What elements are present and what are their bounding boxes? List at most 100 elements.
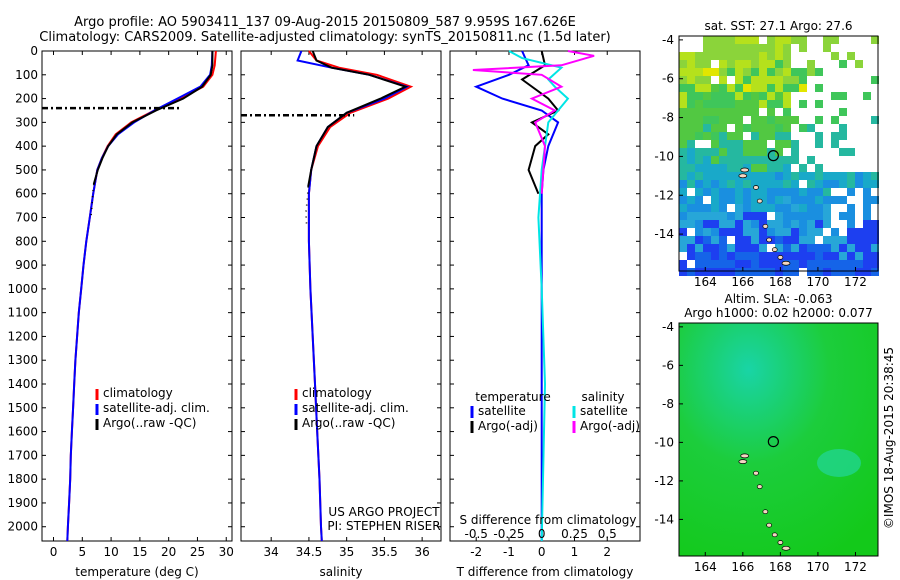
sst-cell <box>839 108 847 116</box>
sst-cell <box>783 252 791 260</box>
sst-cell <box>695 188 703 196</box>
sst-cell <box>719 140 727 148</box>
sst-cell <box>719 116 727 124</box>
x-tick-label: 34 <box>264 545 279 559</box>
sst-cell <box>767 164 775 172</box>
sst-cell <box>783 60 791 68</box>
sst-cell <box>735 156 743 164</box>
sst-cell <box>751 44 759 52</box>
sst-cell <box>767 132 775 140</box>
sst-cell <box>831 36 839 44</box>
sst-cell <box>743 108 751 116</box>
sst-cell <box>735 68 743 76</box>
sst-cell <box>775 52 783 60</box>
sst-cell <box>703 60 711 68</box>
sst-cell <box>767 188 775 196</box>
map-title: sat. SST: 27.1 Argo: 27.6 <box>704 19 852 33</box>
x-axis-label: salinity <box>319 565 362 579</box>
sst-cell <box>679 220 687 228</box>
sst-cell <box>863 92 871 100</box>
sst-cell <box>855 172 863 180</box>
argo-position-marker <box>767 150 779 162</box>
x-tick-label: -1 <box>503 545 515 559</box>
sst-cell <box>711 92 719 100</box>
sst-cell <box>759 92 767 100</box>
sst-cell <box>695 172 703 180</box>
sst-cell <box>807 172 815 180</box>
sst-cell <box>679 84 687 92</box>
sst-cell <box>695 164 703 172</box>
sst-cell <box>703 180 711 188</box>
sst-cell <box>815 132 823 140</box>
sst-cell <box>759 68 767 76</box>
sst-cell <box>767 220 775 228</box>
sst-cell <box>695 268 703 276</box>
sst-cell <box>703 92 711 100</box>
sst-cell <box>751 60 759 68</box>
sst-cell <box>679 132 687 140</box>
sst-cell <box>767 76 775 84</box>
sst-cell <box>687 220 695 228</box>
legend-title: salinity <box>581 390 624 404</box>
sst-cell <box>783 164 791 172</box>
sst-cell <box>791 212 799 220</box>
sst-cell <box>775 156 783 164</box>
sst-cell <box>799 100 807 108</box>
sst-cell <box>791 180 799 188</box>
sst-cell <box>863 204 871 212</box>
sst-cell <box>775 244 783 252</box>
sst-cell <box>703 116 711 124</box>
x-tick-label: 10 <box>103 545 118 559</box>
sst-cell <box>799 228 807 236</box>
sst-cell <box>735 212 743 220</box>
sst-cell <box>735 236 743 244</box>
sst-cell <box>807 228 815 236</box>
sst-cell <box>727 68 735 76</box>
map-frame <box>678 35 879 272</box>
sst-cell <box>799 84 807 92</box>
y-tick-label: 2000 <box>7 520 38 534</box>
sst-cell <box>711 180 719 188</box>
sst-cell <box>719 100 727 108</box>
map-y-tick-label: -12 <box>654 188 674 202</box>
sst-cell <box>839 196 847 204</box>
sst-cell <box>679 52 687 60</box>
sst-cell <box>759 252 767 260</box>
sst-cell <box>823 260 831 268</box>
sst-cell <box>703 84 711 92</box>
sst-cell <box>871 220 879 228</box>
sst-cell <box>759 156 767 164</box>
sst-cell <box>807 124 815 132</box>
map-y-tick-label: -6 <box>662 72 674 86</box>
sst-cell <box>695 108 703 116</box>
legend-label: satellite-adj. clim. <box>302 401 409 415</box>
sst-cell <box>695 132 703 140</box>
sst-cell <box>759 132 767 140</box>
sst-cell <box>799 172 807 180</box>
x-tick-label: 20 <box>161 545 176 559</box>
map-y-tick-label: -12 <box>654 474 674 488</box>
sst-cell <box>807 268 815 276</box>
sst-cell <box>743 236 751 244</box>
sst-cell <box>839 132 847 140</box>
sst-cell <box>799 252 807 260</box>
sst-cell <box>751 244 759 252</box>
sst-cell <box>783 100 791 108</box>
sst-cell <box>687 116 695 124</box>
sst-cell <box>759 44 767 52</box>
y-tick-label: 400 <box>15 139 38 153</box>
sst-cell <box>799 164 807 172</box>
sst-cell <box>823 188 831 196</box>
sst-cell <box>679 124 687 132</box>
sst-cell <box>735 140 743 148</box>
credit-text: ©IMOS 18-Aug-2015 20:38:45 <box>882 347 896 529</box>
x-tick-label: -2 <box>470 545 482 559</box>
sst-cell <box>727 228 735 236</box>
x-axis-label: temperature (deg C) <box>75 565 198 579</box>
sst-cell <box>703 68 711 76</box>
sst-cell <box>759 100 767 108</box>
sst-cell <box>711 172 719 180</box>
sst-cell <box>823 236 831 244</box>
sst-cell <box>791 228 799 236</box>
sst-cell <box>703 268 711 276</box>
